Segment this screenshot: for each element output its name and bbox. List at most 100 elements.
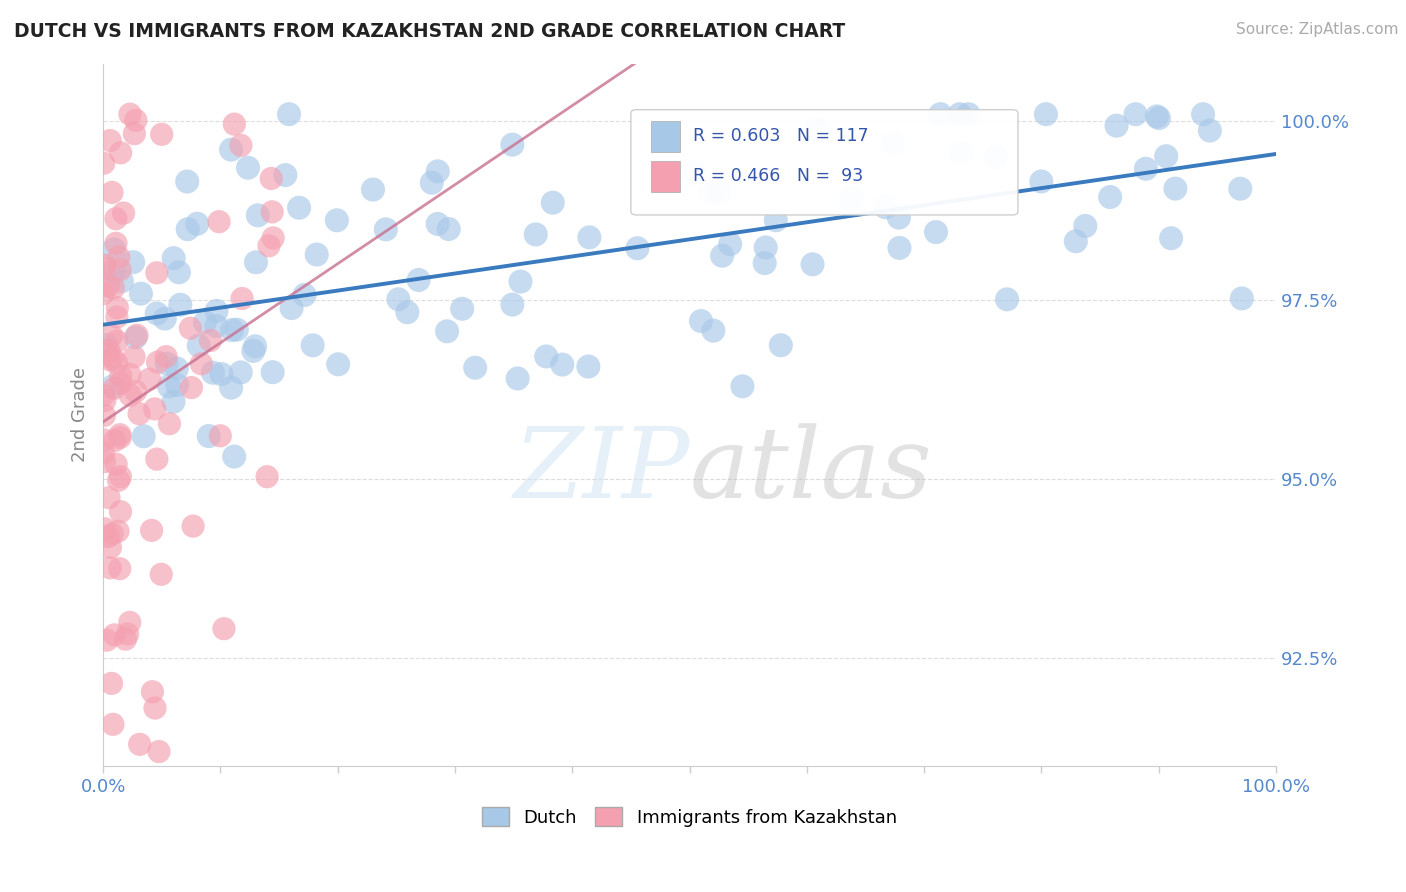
Point	[96, 338, 118, 352]
Point	[145, 306, 167, 320]
Point	[98, 561, 121, 575]
Point	[108, 263, 131, 277]
Point	[711, 249, 734, 263]
Point	[682, 165, 704, 179]
Point	[141, 684, 163, 698]
Point	[176, 175, 198, 189]
Point	[125, 113, 148, 128]
Point	[950, 146, 973, 161]
Point	[122, 255, 145, 269]
Point	[225, 323, 247, 337]
Point	[100, 541, 122, 555]
Point	[100, 676, 122, 690]
Point	[169, 298, 191, 312]
Point	[96, 633, 118, 648]
Point	[94, 393, 117, 408]
Point	[128, 737, 150, 751]
Point	[105, 356, 128, 370]
Point	[718, 237, 741, 252]
Point	[301, 338, 323, 352]
Point	[98, 343, 121, 358]
Point	[509, 275, 531, 289]
Point	[201, 366, 224, 380]
Point	[260, 171, 283, 186]
Point	[205, 304, 228, 318]
Point	[690, 314, 713, 328]
Point	[146, 266, 169, 280]
Point	[949, 107, 972, 121]
Point	[153, 311, 176, 326]
Point	[1154, 149, 1177, 163]
Point	[841, 192, 863, 206]
Point	[97, 279, 120, 293]
Point	[278, 107, 301, 121]
Y-axis label: 2nd Grade: 2nd Grade	[72, 368, 89, 462]
Point	[501, 137, 523, 152]
Point	[374, 222, 396, 236]
Point	[167, 265, 190, 279]
Point	[150, 128, 173, 142]
Point	[801, 257, 824, 271]
Point	[138, 372, 160, 386]
Point	[194, 315, 217, 329]
Point	[246, 208, 269, 222]
Point	[112, 206, 135, 220]
Point	[107, 473, 129, 487]
Point	[91, 388, 114, 402]
Point	[209, 367, 232, 381]
Point	[256, 469, 278, 483]
Point	[887, 211, 910, 225]
Text: R = 0.603   N = 117: R = 0.603 N = 117	[693, 128, 869, 145]
Point	[1160, 231, 1182, 245]
Point	[219, 143, 242, 157]
Point	[882, 136, 904, 151]
Point	[110, 505, 132, 519]
Point	[408, 273, 430, 287]
Point	[219, 381, 242, 395]
Point	[103, 281, 125, 295]
Point	[541, 195, 564, 210]
Point	[155, 350, 177, 364]
Point	[1125, 107, 1147, 121]
Point	[995, 293, 1018, 307]
Point	[655, 172, 678, 186]
Point	[181, 519, 204, 533]
Point	[148, 745, 170, 759]
Point	[163, 251, 186, 265]
Point	[1135, 161, 1157, 176]
Point	[93, 445, 115, 459]
Point	[1147, 111, 1170, 125]
Point	[101, 717, 124, 731]
Point	[93, 258, 115, 272]
Text: Source: ZipAtlas.com: Source: ZipAtlas.com	[1236, 22, 1399, 37]
Point	[186, 217, 208, 231]
Point	[229, 365, 252, 379]
Point	[93, 433, 115, 447]
Point	[93, 261, 115, 276]
Point	[280, 301, 302, 315]
Point	[180, 381, 202, 395]
Point	[101, 526, 124, 541]
Point	[143, 401, 166, 416]
Point	[105, 310, 128, 324]
Point	[769, 338, 792, 352]
Point	[262, 205, 284, 219]
Point	[197, 429, 219, 443]
Point	[176, 222, 198, 236]
Point	[124, 127, 146, 141]
Point	[224, 117, 246, 131]
Point	[150, 567, 173, 582]
FancyBboxPatch shape	[631, 110, 1018, 215]
Point	[200, 334, 222, 348]
Point	[209, 429, 232, 443]
Point	[93, 156, 115, 170]
Point	[1164, 181, 1187, 195]
Point	[551, 358, 574, 372]
Point	[103, 265, 125, 279]
Point	[132, 429, 155, 443]
Point	[143, 701, 166, 715]
Point	[104, 211, 127, 226]
Point	[1105, 119, 1128, 133]
Point	[110, 368, 132, 383]
Text: atlas: atlas	[689, 424, 932, 519]
